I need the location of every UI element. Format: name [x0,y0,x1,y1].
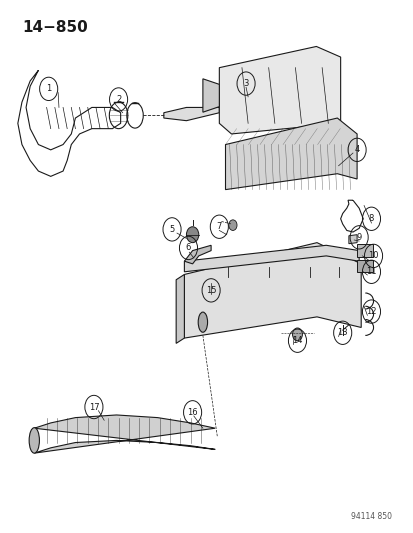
Polygon shape [184,245,211,264]
Text: 3: 3 [243,79,248,88]
Ellipse shape [198,312,207,332]
Polygon shape [202,79,219,112]
Circle shape [186,227,198,243]
Text: 94114 850: 94114 850 [350,512,391,521]
Polygon shape [176,274,184,343]
Text: 13: 13 [337,328,347,337]
Text: 15: 15 [205,286,216,295]
Text: 4: 4 [354,146,359,155]
Text: 12: 12 [366,307,376,316]
Text: 14−850: 14−850 [22,20,88,35]
Polygon shape [225,118,356,190]
Ellipse shape [29,427,39,453]
PathPatch shape [34,415,215,453]
Polygon shape [219,46,340,134]
Text: 5: 5 [169,225,174,234]
Polygon shape [164,108,219,120]
Text: 2: 2 [116,95,121,104]
Text: 10: 10 [368,252,378,261]
Text: 6: 6 [185,244,191,253]
FancyBboxPatch shape [356,260,372,272]
Text: 17: 17 [88,402,99,411]
Polygon shape [184,245,358,272]
Circle shape [228,220,237,230]
Polygon shape [184,243,360,338]
Text: 16: 16 [187,408,197,417]
FancyBboxPatch shape [356,244,372,257]
Text: 8: 8 [368,214,373,223]
Text: 11: 11 [366,268,376,276]
Text: 1: 1 [46,84,51,93]
Text: 7: 7 [216,222,221,231]
Polygon shape [348,235,356,244]
Text: 14: 14 [292,336,302,345]
Circle shape [292,328,301,341]
Text: 9: 9 [356,233,361,242]
